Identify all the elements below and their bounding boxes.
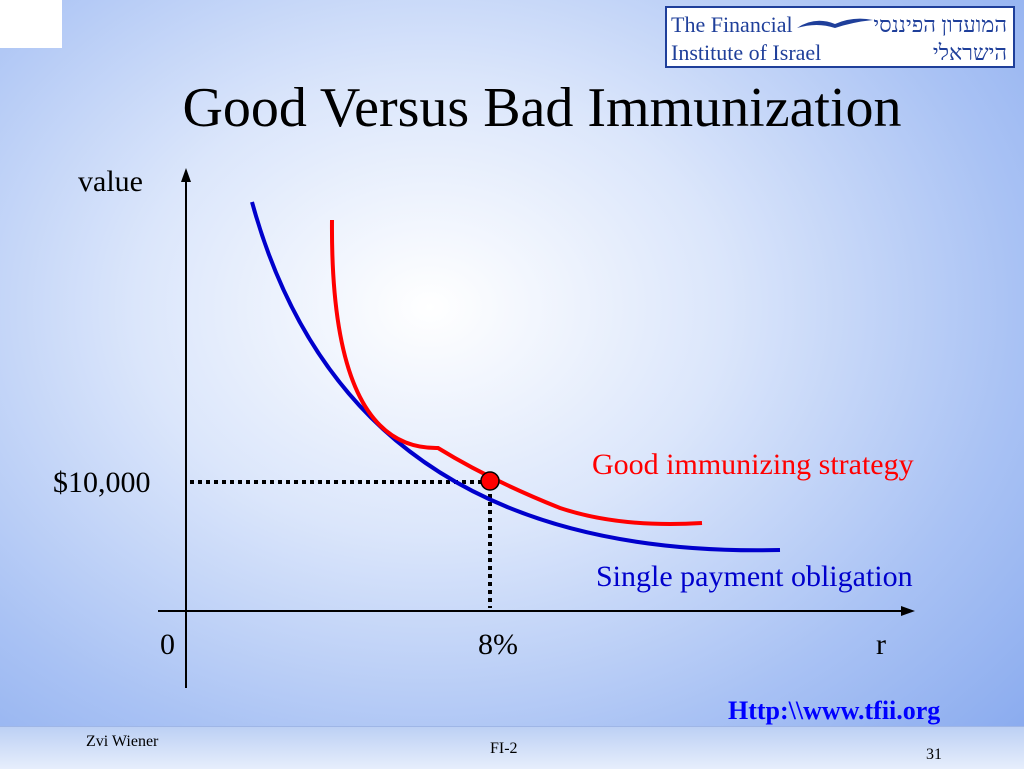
good-immunizing-strategy-curve: [329, 219, 703, 526]
logo-hebrew-line1: המועדון הפיננסי: [873, 12, 1007, 37]
tfii-logo: The Financial Institute of Israel המועדו…: [665, 6, 1015, 68]
x-axis-arrowhead: [901, 606, 915, 616]
logo-english-line2: Institute of Israel: [671, 40, 822, 65]
y-tick-label: $10,000: [53, 466, 151, 499]
y-axis-arrowhead: [181, 168, 191, 182]
website-link[interactable]: Http:\\www.tfii.org: [728, 696, 941, 725]
slide-title: Good Versus Bad Immunization: [182, 77, 902, 139]
x-tick-label: 8%: [478, 628, 518, 661]
footer-band: [0, 726, 1024, 769]
seagull-icon: [797, 18, 873, 28]
logo-english-line1: The Financial: [671, 12, 793, 37]
single-payment-label: Single payment obligation: [596, 560, 913, 593]
y-axis-label: value: [78, 165, 143, 198]
good-strategy-label: Good immunizing strategy: [592, 448, 914, 481]
x-axis-label: r: [876, 628, 886, 661]
origin-label: 0: [160, 628, 175, 661]
corner-mark: [0, 0, 62, 48]
footer-author: Zvi Wiener: [86, 733, 159, 750]
logo-hebrew-line2: הישראלי: [932, 40, 1007, 65]
tangency-point: [480, 471, 500, 491]
footer-course: FI-2: [490, 740, 518, 757]
page-number: 31: [926, 746, 942, 763]
single-payment-obligation-curve: [250, 201, 781, 553]
